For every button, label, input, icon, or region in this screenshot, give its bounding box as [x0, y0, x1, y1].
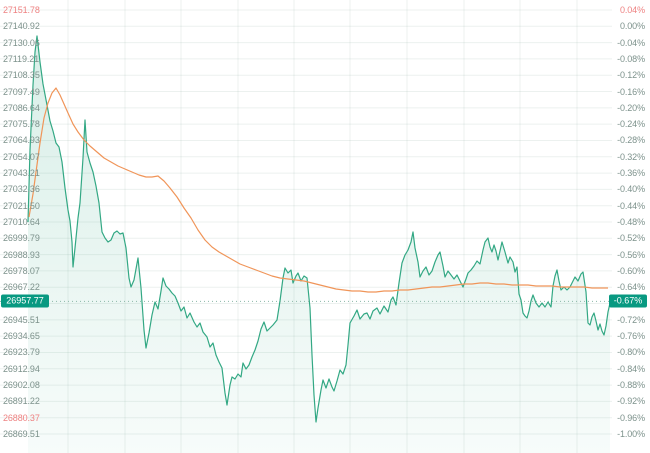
percent-axis-label: -1.00%	[617, 429, 645, 439]
percent-axis-label: -0.44%	[617, 200, 645, 211]
percent-axis-label: -0.28%	[617, 135, 645, 146]
percent-axis-label: -0.72%	[617, 314, 645, 325]
percent-axis-label: -0.40%	[617, 184, 645, 195]
price-axis-label: 27108.35	[3, 70, 40, 81]
price-axis-label: 26891.22	[3, 396, 40, 407]
price-line	[27, 35, 611, 423]
price-axis-label: 26978.07	[3, 265, 40, 276]
price-axis-label: 27151.78	[3, 5, 40, 15]
price-axis-label: 27043.21	[3, 168, 40, 179]
percent-axis-label: -0.76%	[617, 331, 645, 342]
percent-axis-label: -0.48%	[617, 217, 645, 227]
current-change-badge: -0.67%	[609, 294, 647, 308]
price-axis-label: 26880.37	[3, 412, 40, 423]
percent-axis-label: -0.12%	[617, 70, 645, 81]
percent-axis-label: -0.32%	[617, 151, 645, 162]
price-axis-label: 26869.51	[3, 429, 40, 439]
price-axis-label: 26902.08	[3, 380, 40, 391]
current-price-badge: 26957.77	[1, 294, 49, 308]
moving-average-line	[28, 87, 608, 293]
percent-axis-label: -0.64%	[617, 282, 645, 293]
price-axis-label: 26988.93	[3, 249, 40, 260]
price-axis-label: 26999.79	[3, 233, 40, 244]
percent-axis-label: -0.04%	[617, 37, 645, 48]
price-axis-label: 27097.49	[3, 86, 40, 97]
percent-axis-label: 0.04%	[619, 5, 645, 15]
percent-axis-label: -0.08%	[617, 53, 645, 64]
percent-axis-label: -0.24%	[617, 119, 645, 130]
percent-axis-label: -0.92%	[617, 396, 645, 407]
price-axis-label: 26934.65	[3, 331, 40, 342]
percent-axis-label: -0.52%	[617, 233, 645, 244]
percent-axis-label: -0.80%	[617, 347, 645, 358]
percent-axis-label: -0.56%	[617, 249, 645, 260]
price-axis-label: 27075.78	[3, 119, 40, 130]
percent-axis-label: -0.60%	[617, 265, 645, 276]
price-axis-label: 27010.64	[3, 217, 40, 227]
price-axis-label: 26967.22	[3, 282, 40, 293]
price-axis-label: 26912.94	[3, 363, 40, 374]
price-axis-label: 27086.64	[3, 102, 40, 113]
price-axis-label: 27021.50	[3, 200, 40, 211]
percent-axis-label: -0.16%	[617, 86, 645, 97]
price-axis-label: 27130.06	[3, 37, 40, 48]
price-axis-label: 27064.93	[3, 135, 40, 146]
price-axis-label: 27054.07	[3, 151, 40, 162]
percent-axis-label: -0.88%	[617, 380, 645, 391]
price-axis-label: 26945.51	[3, 314, 40, 325]
percent-axis-label: -0.36%	[617, 168, 645, 179]
percent-axis-label: -0.84%	[617, 363, 645, 374]
percent-axis-label: -0.96%	[617, 412, 645, 423]
percent-axis-label: 0.00%	[619, 21, 645, 32]
price-area-fill	[28, 36, 610, 453]
price-axis-label: 27119.21	[3, 53, 40, 64]
price-axis-label: 26923.79	[3, 347, 40, 358]
price-axis-label: 27140.92	[3, 21, 40, 32]
percent-axis-label: -0.20%	[617, 102, 645, 113]
price-axis-label: 27032.36	[3, 184, 40, 195]
